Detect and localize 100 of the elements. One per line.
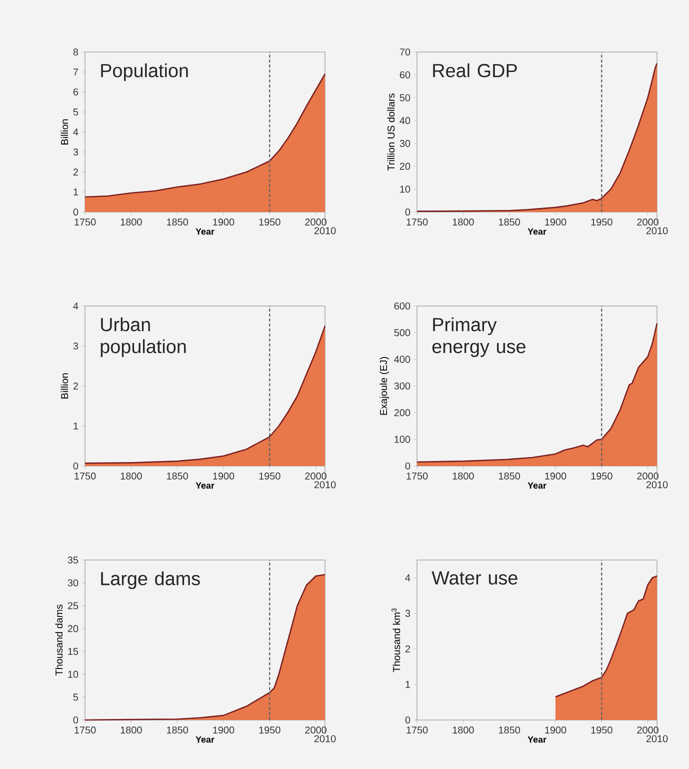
y-tick-label: 0 bbox=[405, 716, 410, 724]
y-tick-label: 300 bbox=[394, 382, 410, 390]
y-tick-label: 20 bbox=[68, 625, 78, 632]
y-tick-label: 1 bbox=[74, 422, 78, 430]
text: 2010 bbox=[646, 735, 668, 742]
text: 2010 bbox=[314, 227, 336, 234]
y-tick-label: 200 bbox=[394, 409, 410, 416]
x-tick-label: 1750 bbox=[74, 472, 96, 480]
y-tick-label: 400 bbox=[394, 356, 410, 363]
x-tick-label: 1800 bbox=[452, 726, 474, 734]
y-tick-label: 5 bbox=[73, 108, 78, 116]
y-tick-label: 600 bbox=[394, 302, 410, 310]
y-tick-label: 40 bbox=[400, 117, 410, 124]
y-tick-label: 30 bbox=[400, 140, 410, 147]
x-tick-label: 1800 bbox=[120, 218, 142, 226]
x-tick-label: 1800 bbox=[452, 218, 474, 226]
chart-title: Water use bbox=[432, 571, 518, 585]
x-axis-title: Year bbox=[528, 228, 546, 235]
x-tick-label: 1850 bbox=[498, 472, 520, 480]
x-tick-label: 1750 bbox=[74, 726, 96, 734]
y-tick-label: 2 bbox=[73, 382, 78, 390]
y-tick-label: 35 bbox=[68, 556, 78, 564]
y-tick-label: 0 bbox=[73, 716, 78, 724]
text: 2010 bbox=[646, 227, 668, 234]
y-tick-label: 3 bbox=[73, 342, 78, 350]
y-tick-label: 20 bbox=[400, 162, 410, 170]
x-axis-title: Year bbox=[528, 736, 546, 743]
x-tick-label: 2000 bbox=[305, 472, 326, 480]
y-axis-title: Trillion US dollars bbox=[387, 94, 395, 171]
text: Large dams bbox=[101, 571, 200, 590]
y-axis-title: Thousand km$^{3}$ bbox=[392, 608, 400, 672]
x-tick-label: 1750 bbox=[74, 218, 96, 226]
text: 2010 bbox=[646, 481, 668, 488]
x-axis-title: Year bbox=[196, 482, 214, 489]
x-tick-label: 1900 bbox=[545, 726, 566, 734]
y-tick-label: 0 bbox=[73, 462, 78, 470]
y-tick-label: 10 bbox=[68, 670, 78, 678]
x-tick-label: 1900 bbox=[545, 472, 566, 480]
x-tick-label: 1750 bbox=[406, 218, 428, 226]
x-tick-label: 1950 bbox=[591, 218, 612, 226]
chart-title: Real GDP bbox=[433, 63, 517, 78]
x-tick-label: 1800 bbox=[120, 472, 142, 480]
x-tick-label: 1950 bbox=[591, 472, 612, 480]
x-tick-label: 1850 bbox=[498, 218, 520, 226]
y-tick-label: 60 bbox=[400, 71, 410, 78]
y-tick-label: 8 bbox=[73, 48, 78, 56]
x-tick-label: 2000 bbox=[305, 726, 326, 734]
y-axis-title: Thousand dams bbox=[55, 604, 63, 676]
x-tick-label: 1850 bbox=[166, 472, 188, 480]
y-tick-label: 6 bbox=[73, 88, 78, 96]
x-tick-label: 2000 bbox=[637, 218, 658, 226]
text: Urban population bbox=[100, 317, 186, 357]
y-axis-title: Billion bbox=[60, 373, 68, 398]
x-tick-label: 1850 bbox=[498, 726, 520, 734]
x-tick-label: 1750 bbox=[406, 726, 428, 734]
x-tick-label: 1800 bbox=[120, 726, 142, 734]
y-tick-label: 100 bbox=[394, 436, 410, 443]
y-tick-label: 15 bbox=[68, 648, 78, 655]
y-axis-title: Exajoule (EJ) bbox=[380, 357, 390, 415]
x-tick-label: 1850 bbox=[166, 726, 188, 734]
x-tick-label: 2000 bbox=[637, 472, 658, 480]
y-tick-label: 5 bbox=[73, 694, 78, 701]
y-tick-label: 0 bbox=[73, 208, 78, 216]
x-tick-label: 1950 bbox=[259, 472, 280, 480]
y-tick-label: 0 bbox=[405, 208, 410, 216]
x-tick-label: 1800 bbox=[452, 472, 474, 480]
x-axis-title: Year bbox=[528, 482, 546, 489]
x-tick-label: 2000 bbox=[637, 726, 658, 734]
y-tick-label: 3 bbox=[73, 148, 78, 156]
x-axis-title: Year bbox=[196, 228, 214, 235]
y-tick-label: 2 bbox=[405, 645, 410, 652]
text: Population bbox=[101, 63, 188, 82]
x-tick-label: 1900 bbox=[213, 726, 234, 734]
x-tick-label: 1900 bbox=[545, 218, 566, 226]
y-tick-label: 10 bbox=[400, 186, 410, 193]
text: 2010 bbox=[314, 735, 336, 742]
y-tick-label: 0 bbox=[405, 462, 410, 470]
y-tick-label: 2 bbox=[73, 168, 78, 176]
x-tick-label: 1950 bbox=[259, 218, 280, 226]
y-tick-label: 4 bbox=[73, 302, 78, 310]
y-axis-title: Billion bbox=[60, 119, 68, 144]
y-tick-label: 3 bbox=[405, 610, 410, 617]
y-tick-label: 25 bbox=[68, 602, 78, 610]
x-tick-label: 1750 bbox=[406, 472, 428, 480]
y-tick-label: 1 bbox=[74, 188, 78, 196]
x-tick-label: 1950 bbox=[591, 726, 612, 734]
y-tick-label: 50 bbox=[400, 94, 410, 102]
y-tick-label: 70 bbox=[400, 48, 410, 56]
y-tick-label: 30 bbox=[68, 579, 78, 586]
text: 2010 bbox=[314, 481, 336, 488]
x-axis-title: Year bbox=[196, 736, 214, 743]
y-tick-label: 500 bbox=[394, 329, 410, 336]
x-tick-label: 1900 bbox=[213, 472, 234, 480]
x-tick-label: 2000 bbox=[305, 218, 326, 226]
y-tick-label: 4 bbox=[73, 128, 78, 136]
x-tick-label: 1900 bbox=[213, 218, 234, 226]
y-tick-label: 1 bbox=[406, 681, 410, 688]
y-tick-label: 4 bbox=[405, 574, 410, 582]
x-tick-label: 1950 bbox=[259, 726, 280, 734]
y-tick-label: 7 bbox=[73, 68, 78, 76]
